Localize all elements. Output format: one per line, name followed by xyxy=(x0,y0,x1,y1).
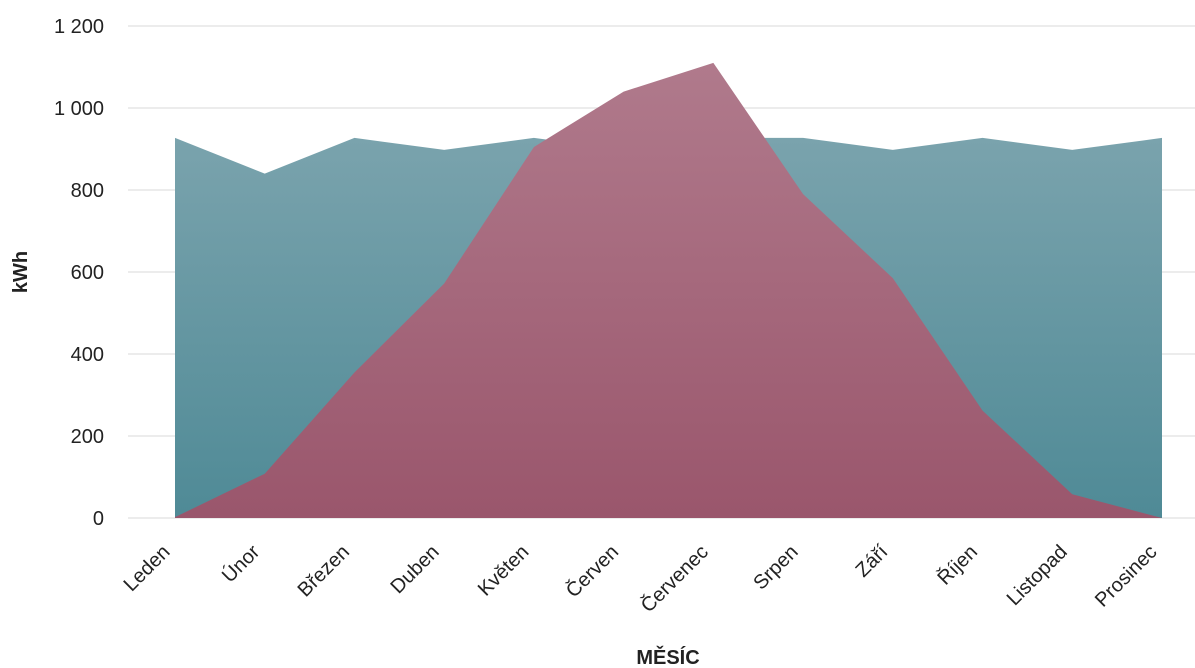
y-tick-label: 400 xyxy=(71,344,104,366)
y-tick-label: 200 xyxy=(71,426,104,448)
x-tick-label: Duben xyxy=(386,541,443,598)
x-tick-label: Únor xyxy=(217,540,264,587)
y-tick-label: 800 xyxy=(71,180,104,202)
y-axis-ticks: 0 200 400 600 800 1 000 1 200 xyxy=(54,16,104,530)
x-axis-title: MĚSÍC xyxy=(636,645,699,668)
x-tick-label: Květen xyxy=(474,541,534,601)
x-tick-label: Srpen xyxy=(749,541,802,594)
y-tick-label: 600 xyxy=(71,262,104,284)
x-tick-label: Prosinec xyxy=(1091,541,1162,612)
y-axis-title: kWh xyxy=(10,251,32,293)
x-tick-label: Září xyxy=(852,541,893,582)
plot-areas xyxy=(175,62,1162,519)
y-tick-label: 1 000 xyxy=(54,98,104,120)
x-tick-label: Červen xyxy=(561,540,623,602)
x-tick-label: Leden xyxy=(120,541,175,596)
x-tick-label: Březen xyxy=(294,541,354,601)
x-axis-ticks: Leden Únor Březen Duben Květen Červen Červenec… xyxy=(120,540,1162,617)
y-tick-label: 1 200 xyxy=(54,16,104,38)
x-tick-label: Červenec xyxy=(636,540,713,617)
area-series-2 xyxy=(175,62,1162,519)
x-tick-label: Listopad xyxy=(1003,541,1072,610)
y-tick-label: 0 xyxy=(93,508,104,530)
x-tick-label: Říjen xyxy=(933,540,982,589)
